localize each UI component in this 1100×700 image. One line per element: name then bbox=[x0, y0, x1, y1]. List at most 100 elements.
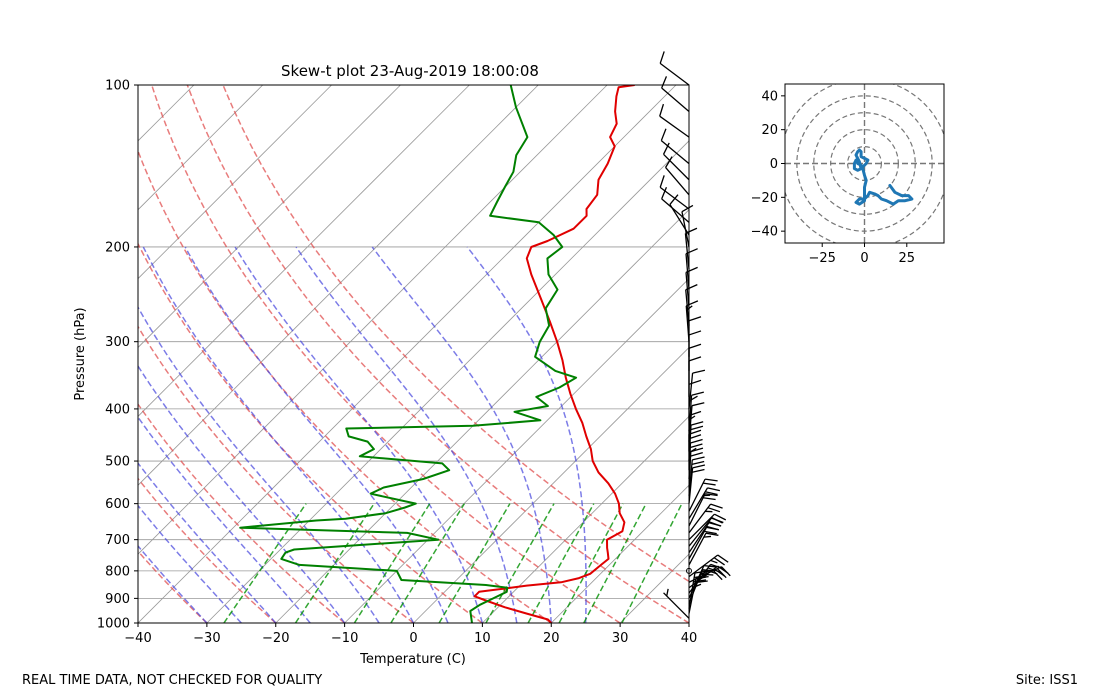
barb-feather bbox=[704, 530, 717, 535]
barb-feather bbox=[661, 186, 668, 200]
x-tick-label: 0 bbox=[409, 631, 417, 646]
isotherm-line bbox=[482, 415, 689, 623]
mixing-ratio-line bbox=[621, 503, 683, 623]
barb-staff bbox=[663, 592, 690, 619]
moist-adiabat bbox=[371, 246, 553, 623]
barb-staff bbox=[688, 532, 707, 566]
barb-feather bbox=[690, 425, 704, 431]
wind-barb bbox=[688, 554, 729, 578]
barb-staff bbox=[688, 373, 694, 409]
skewt-grid bbox=[138, 85, 689, 623]
barb-feather bbox=[710, 516, 723, 524]
barb-feather bbox=[691, 402, 705, 407]
barb-staff bbox=[684, 233, 690, 270]
moist-adiabat bbox=[138, 544, 208, 623]
mixing-ratio-line bbox=[583, 503, 647, 623]
barb-staff bbox=[659, 115, 690, 138]
barb-feather bbox=[690, 438, 703, 444]
dry-adiabat bbox=[138, 149, 552, 623]
barb-feather bbox=[688, 316, 702, 322]
wind-barb bbox=[688, 503, 723, 534]
barb-feather bbox=[688, 379, 702, 385]
barb-feather bbox=[693, 579, 707, 583]
barb-staff bbox=[663, 153, 690, 181]
mixing-ratio-line bbox=[353, 503, 431, 623]
chart-title: Skew-t plot 23-Aug-2019 18:00:08 bbox=[281, 62, 539, 80]
barb-staff bbox=[688, 487, 709, 520]
barb-feather bbox=[665, 156, 673, 168]
barb-staff bbox=[660, 140, 690, 165]
barb-feather bbox=[690, 421, 704, 426]
barb-staff bbox=[688, 563, 712, 594]
isotherm-line bbox=[413, 346, 689, 623]
wind-barb bbox=[688, 316, 702, 357]
barb-feather bbox=[705, 478, 718, 482]
wind-barb bbox=[688, 369, 706, 409]
barb-feather bbox=[712, 570, 723, 581]
wind-barb bbox=[688, 487, 721, 520]
wind-barb bbox=[688, 532, 719, 566]
barb-feather bbox=[688, 343, 702, 349]
isotherm-line bbox=[275, 209, 689, 623]
barb-feather bbox=[669, 194, 679, 205]
x-tick-label: 20 bbox=[543, 631, 560, 646]
skewt-traces bbox=[239, 85, 635, 623]
wind-barb bbox=[688, 343, 702, 385]
isotherm-line bbox=[138, 85, 264, 211]
hodograph-line bbox=[852, 148, 914, 206]
barb-staff bbox=[688, 565, 719, 589]
wind-barb bbox=[688, 330, 702, 371]
temperature-trace bbox=[473, 85, 635, 623]
barb-staff bbox=[688, 395, 693, 432]
isotherm-line bbox=[206, 140, 689, 623]
dry-adiabat bbox=[222, 85, 689, 583]
wind-barb bbox=[659, 51, 690, 86]
barb-staff bbox=[685, 289, 690, 326]
barb-staff bbox=[688, 522, 710, 554]
barb-feather bbox=[720, 566, 731, 577]
barb-staff bbox=[661, 87, 690, 112]
mixing-ratio-line bbox=[438, 503, 511, 623]
barb-feather bbox=[659, 51, 665, 64]
x-tick-label: 40 bbox=[681, 631, 698, 646]
dry-adiabat bbox=[186, 85, 689, 623]
barb-feather bbox=[659, 103, 665, 117]
wind-barb bbox=[660, 128, 690, 165]
y-tick-label: 400 bbox=[105, 402, 130, 417]
isotherm-line bbox=[550, 484, 689, 623]
barb-feather bbox=[713, 557, 725, 566]
dry-adiabat bbox=[138, 325, 414, 623]
barb-feather bbox=[707, 487, 721, 492]
wind-barb bbox=[688, 464, 706, 504]
y-tick-label: 700 bbox=[105, 533, 130, 548]
wind-barb bbox=[686, 567, 692, 574]
hodograph-ticks: 40 20 0 −20 −40 −25 0 25 bbox=[751, 89, 915, 266]
mixing-ratio-line bbox=[527, 503, 595, 623]
x-tick-label: 10 bbox=[474, 631, 491, 646]
y-tick-label: 500 bbox=[105, 455, 130, 470]
hodograph-x-tick-label: 0 bbox=[860, 251, 868, 266]
wind-barb bbox=[659, 103, 690, 138]
barb-feather bbox=[692, 464, 706, 469]
wind-barb bbox=[688, 513, 727, 541]
isotherm-line bbox=[138, 85, 401, 349]
dewpoint-trace bbox=[239, 85, 578, 623]
wind-barb bbox=[688, 421, 704, 462]
isotherm-line bbox=[138, 85, 539, 486]
x-tick-label: 30 bbox=[612, 631, 629, 646]
hodograph-y-tick-label: 40 bbox=[761, 89, 778, 104]
y-axis-label: Pressure (hPa) bbox=[73, 307, 88, 400]
barb-staff bbox=[688, 554, 719, 578]
isotherm-line bbox=[344, 278, 689, 623]
mixing-ratio-line bbox=[390, 503, 466, 623]
hodograph-x-tick-label: −25 bbox=[808, 251, 835, 266]
barb-staff bbox=[661, 198, 690, 223]
y-tick-label: 600 bbox=[105, 497, 130, 512]
barb-staff bbox=[688, 493, 706, 527]
barb-feather bbox=[708, 521, 721, 527]
wind-barb bbox=[661, 186, 690, 223]
barb-staff bbox=[685, 305, 690, 342]
barb-feather bbox=[666, 588, 669, 597]
moist-adiabat bbox=[142, 246, 415, 623]
